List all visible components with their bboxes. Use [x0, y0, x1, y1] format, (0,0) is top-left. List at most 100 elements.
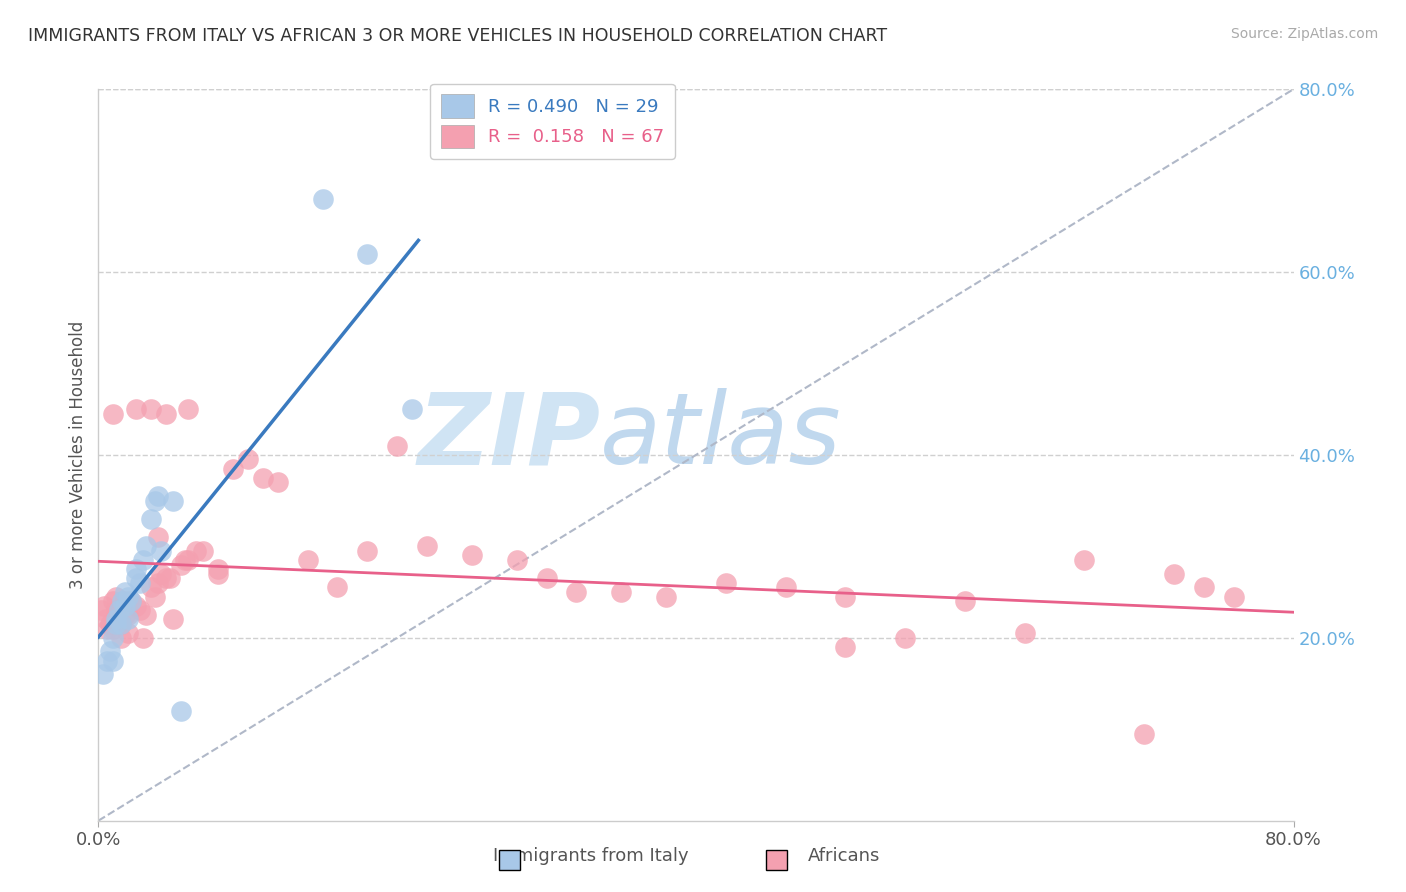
Point: [148, 576, 170, 591]
Point: [103, 594, 125, 608]
Point: [174, 553, 197, 567]
Point: [135, 607, 157, 622]
Point: [159, 571, 181, 585]
Point: [834, 640, 856, 654]
Point: [416, 539, 439, 553]
Point: [714, 576, 737, 591]
Point: [114, 594, 136, 608]
Point: [114, 599, 136, 613]
Point: [1133, 727, 1156, 741]
Point: [191, 544, 214, 558]
Point: [1163, 566, 1185, 581]
Point: [162, 613, 184, 627]
Point: [401, 402, 423, 417]
Point: [356, 246, 378, 260]
Point: [162, 493, 184, 508]
Point: [385, 439, 409, 453]
Point: [117, 607, 139, 622]
Point: [536, 571, 558, 585]
Point: [93, 599, 115, 613]
Text: atlas: atlas: [600, 388, 842, 485]
Point: [267, 475, 290, 490]
Point: [103, 407, 125, 421]
Point: [184, 544, 207, 558]
Point: [148, 530, 170, 544]
Point: [953, 594, 976, 608]
Point: [177, 553, 200, 567]
Point: [236, 452, 259, 467]
Point: [105, 617, 128, 632]
Point: [139, 512, 162, 526]
Point: [150, 566, 173, 581]
Point: [207, 566, 229, 581]
Point: [110, 617, 132, 632]
Point: [834, 590, 856, 604]
Point: [98, 644, 122, 658]
Point: [207, 562, 229, 576]
Point: [132, 553, 155, 567]
Point: [143, 590, 166, 604]
Point: [132, 631, 155, 645]
Point: [177, 402, 200, 417]
Point: [252, 471, 274, 485]
Text: ZIP: ZIP: [418, 388, 600, 485]
Legend: R = 0.490   N = 29, R =  0.158   N = 67: R = 0.490 N = 29, R = 0.158 N = 67: [430, 84, 675, 159]
Point: [111, 594, 134, 608]
Point: [120, 594, 142, 608]
Point: [1223, 590, 1246, 604]
Point: [96, 654, 118, 668]
Point: [155, 571, 177, 585]
Text: Source: ZipAtlas.com: Source: ZipAtlas.com: [1230, 27, 1378, 41]
Point: [114, 585, 136, 599]
Point: [103, 622, 125, 636]
Point: [311, 192, 333, 206]
Point: [96, 622, 118, 636]
Point: [125, 599, 148, 613]
Point: [169, 704, 191, 718]
Point: [114, 607, 136, 622]
Point: [125, 562, 148, 576]
Point: [139, 581, 162, 595]
Point: [90, 603, 112, 617]
Point: [155, 407, 177, 421]
Point: [565, 585, 588, 599]
Text: Africans: Africans: [807, 847, 880, 865]
Point: [108, 603, 131, 617]
Point: [506, 553, 529, 567]
Point: [120, 594, 142, 608]
Point: [222, 461, 245, 475]
Point: [461, 549, 484, 563]
Point: [117, 626, 139, 640]
Point: [98, 617, 122, 632]
Point: [169, 558, 191, 572]
Point: [129, 603, 152, 617]
Point: [135, 539, 157, 553]
Y-axis label: 3 or more Vehicles in Household: 3 or more Vehicles in Household: [69, 321, 87, 589]
Point: [326, 581, 349, 595]
Text: Immigrants from Italy: Immigrants from Italy: [492, 847, 689, 865]
Point: [125, 402, 148, 417]
Point: [1073, 553, 1095, 567]
Text: IMMIGRANTS FROM ITALY VS AFRICAN 3 OR MORE VEHICLES IN HOUSEHOLD CORRELATION CHA: IMMIGRANTS FROM ITALY VS AFRICAN 3 OR MO…: [28, 27, 887, 45]
Point: [129, 576, 152, 591]
Point: [894, 631, 917, 645]
Point: [91, 667, 114, 681]
Point: [105, 613, 128, 627]
Point: [297, 553, 319, 567]
Point: [1192, 581, 1215, 595]
Point: [356, 544, 378, 558]
Point: [94, 613, 117, 627]
Point: [148, 489, 170, 503]
Point: [117, 613, 139, 627]
Point: [103, 654, 125, 668]
Point: [610, 585, 633, 599]
Point: [117, 590, 139, 604]
Point: [110, 631, 132, 645]
Point: [143, 493, 166, 508]
Point: [150, 544, 173, 558]
Point: [139, 402, 162, 417]
Point: [1014, 626, 1036, 640]
Point: [655, 590, 678, 604]
Point: [775, 581, 797, 595]
Point: [110, 617, 132, 632]
